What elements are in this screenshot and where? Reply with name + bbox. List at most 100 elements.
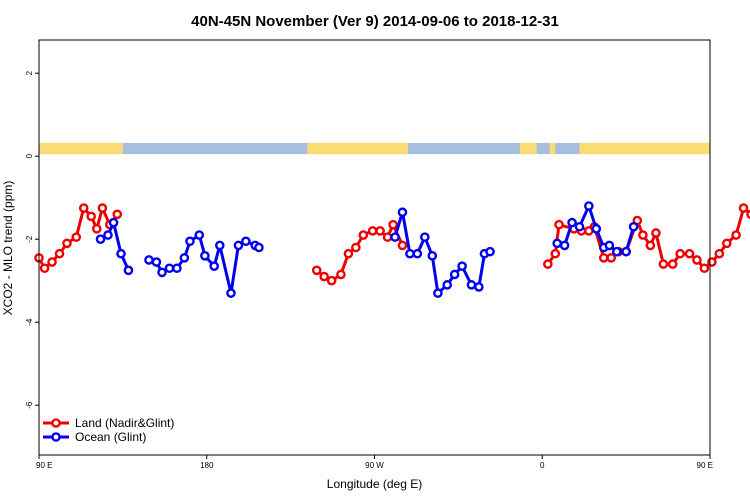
data-point-ocean [442,280,452,290]
data-point-ocean [559,240,570,251]
data-point-land [343,248,354,259]
data-point-land [97,203,108,213]
data-point-ocean [604,240,615,251]
data-point-ocean [241,236,251,247]
data-point-ocean [574,221,585,232]
data-point-land [375,226,385,236]
data-point-ocean [200,250,210,261]
data-point-land [606,253,617,263]
data-point-ocean [427,250,438,261]
data-point-ocean [103,230,113,240]
data-point-ocean [226,288,236,298]
data-point-land [388,219,398,230]
chart-title: 40N-45N November (Ver 9) 2014-09-06 to 2… [191,13,559,30]
land-band [549,142,556,155]
data-point-land [54,248,65,259]
land-band [579,142,710,155]
legend: Land (Nadir&Glint)Ocean (Glint) [43,416,174,444]
data-point-land [699,263,710,274]
data-point-ocean [194,230,205,240]
data-point-land [112,209,123,220]
data-point-land [550,248,561,259]
data-point-ocean [209,261,220,271]
data-point-land [707,257,717,267]
data-point-ocean [466,280,477,290]
y-tick-label: 0 [25,153,34,158]
data-point-land [684,248,695,259]
y-tick-label: 2 [25,70,34,75]
series-line-land [546,206,750,270]
data-point-ocean [591,224,602,234]
data-point-land [367,226,378,236]
data-point-land [746,209,750,219]
data-point-land [675,248,685,259]
legend-marker-ocean [51,432,61,442]
data-point-ocean [457,261,467,271]
y-tick-label: -4 [25,318,34,326]
data-point-ocean [485,246,495,257]
land-ocean-strip [39,142,710,155]
data-point-ocean [233,240,244,251]
data-point-land [638,230,648,240]
data-point-land [336,269,346,280]
data-point-land [667,259,678,269]
data-point-land [91,224,102,234]
data-point-land [738,203,749,213]
data-point-ocean [621,246,631,257]
data-point-ocean [151,257,162,267]
land-band [39,142,123,155]
legend-label-ocean: Ocean (Glint) [75,430,146,444]
data-point-ocean [412,248,423,259]
data-point-land [714,248,725,259]
data-point-ocean [185,236,195,247]
data-point-land [554,219,564,230]
data-point-land [47,257,57,267]
data-point-land [645,240,656,251]
data-point-land [39,263,50,274]
y-axis: 2 0 -2 -4 -6 [25,70,39,409]
data-point-land [86,211,96,222]
x-tick-label: 90 E [36,461,52,470]
data-point-ocean [157,267,167,278]
land-band [519,142,537,155]
land-band [307,142,409,155]
data-point-ocean [584,201,594,211]
data-point-ocean [405,248,415,259]
data-point-ocean [116,248,126,259]
data-point-ocean [164,263,175,274]
data-point-land [78,203,89,213]
data-point-ocean [420,232,430,242]
data-point-ocean [552,238,562,249]
data-point-land [62,238,72,249]
data-point-land [71,232,82,242]
x-axis: 90 E 180 90 W 0 90 E [36,455,713,470]
data-point-land [351,242,361,253]
data-point-land [731,230,741,240]
data-point-land [651,228,661,238]
data-point-ocean [123,265,134,276]
data-point-ocean [254,242,264,253]
data-point-ocean [108,217,119,228]
data-point-ocean [179,253,190,263]
data-point-ocean [433,288,443,298]
data-point-ocean [95,234,106,244]
data-point-land [382,232,393,242]
data-point-ocean [172,263,182,274]
data-point-land [598,253,609,263]
legend-label-land: Land (Nadir&Glint) [75,416,174,430]
x-tick-label: 90 E [697,461,713,470]
data-point-ocean [390,232,400,242]
data-point-ocean [449,269,460,280]
data-point-land [658,259,669,269]
y-axis-label: XCO2 - MLO trend (ppm) [1,181,15,316]
data-point-ocean [214,240,225,251]
x-axis-label: Longitude (deg E) [327,477,422,491]
data-point-land [721,238,732,249]
x-tick-label: 180 [200,461,214,470]
legend-marker-land [51,418,61,428]
data-point-land [358,230,369,240]
data-point-land [692,255,702,265]
data-point-ocean [567,217,577,228]
data-point-land [326,275,337,286]
